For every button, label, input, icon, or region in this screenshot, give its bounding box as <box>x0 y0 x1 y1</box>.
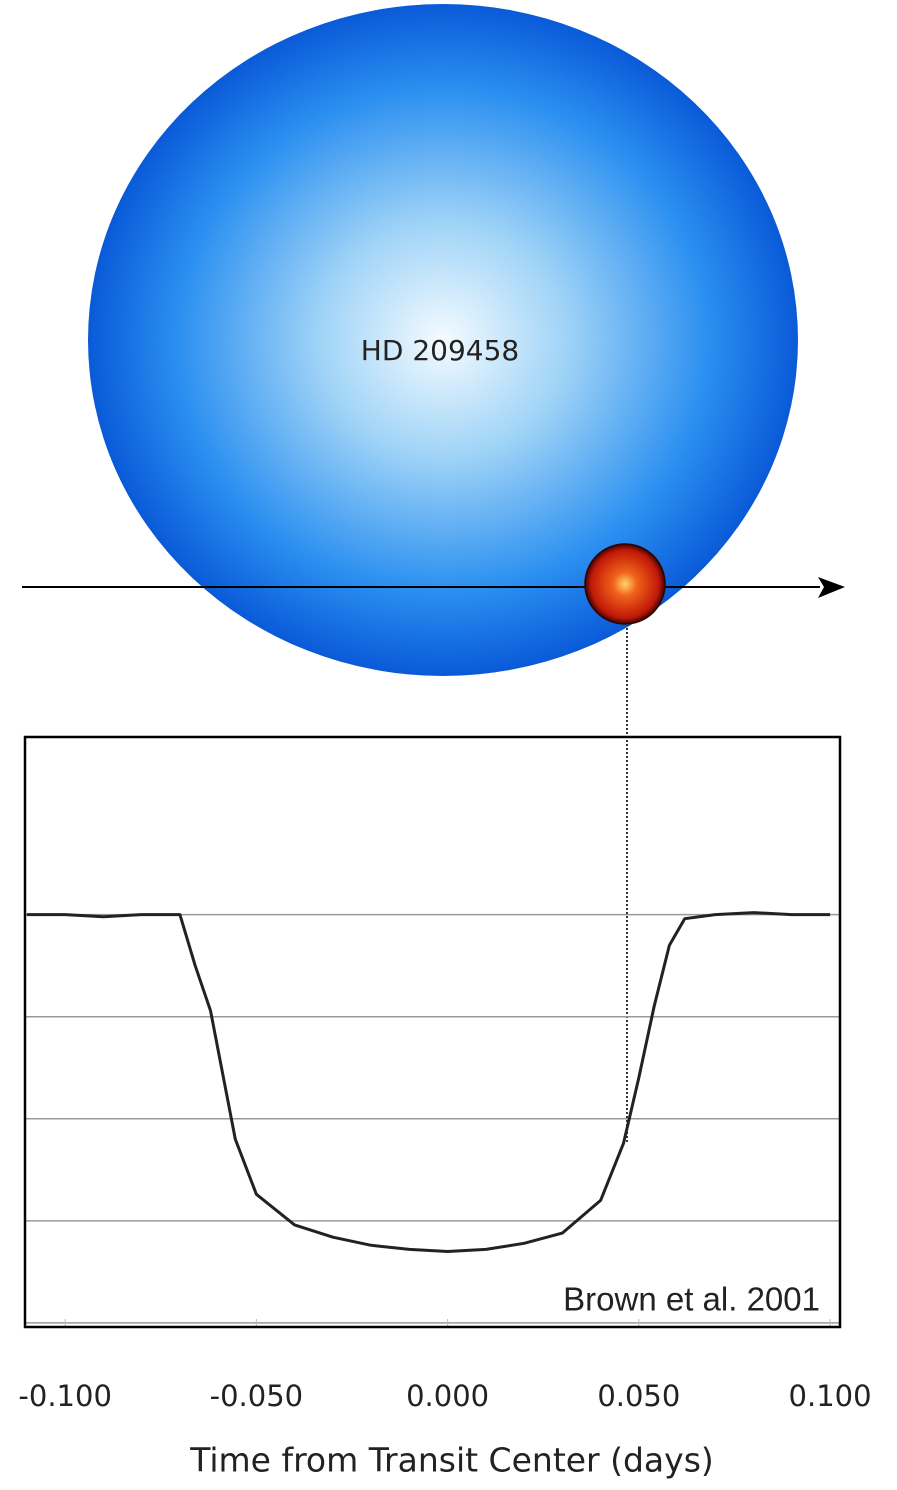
planet <box>584 543 666 625</box>
star-label: HD 209458 <box>361 334 519 367</box>
x-tick-label: 0.000 <box>406 1379 489 1413</box>
x-tick-label: -0.100 <box>18 1379 112 1413</box>
x-tick-label: 0.100 <box>789 1379 872 1413</box>
plot-area <box>25 911 840 1327</box>
star <box>88 4 798 676</box>
arrow-head <box>818 577 845 598</box>
annotation: Brown et al. 2001 <box>563 1281 820 1318</box>
x-tick-label: -0.050 <box>210 1379 304 1413</box>
plot-frame <box>23 735 842 1329</box>
light-curve <box>26 911 831 1253</box>
x-axis-title: Time from Transit Center (days) <box>189 1441 714 1480</box>
x-tick-label: 0.050 <box>597 1379 680 1413</box>
